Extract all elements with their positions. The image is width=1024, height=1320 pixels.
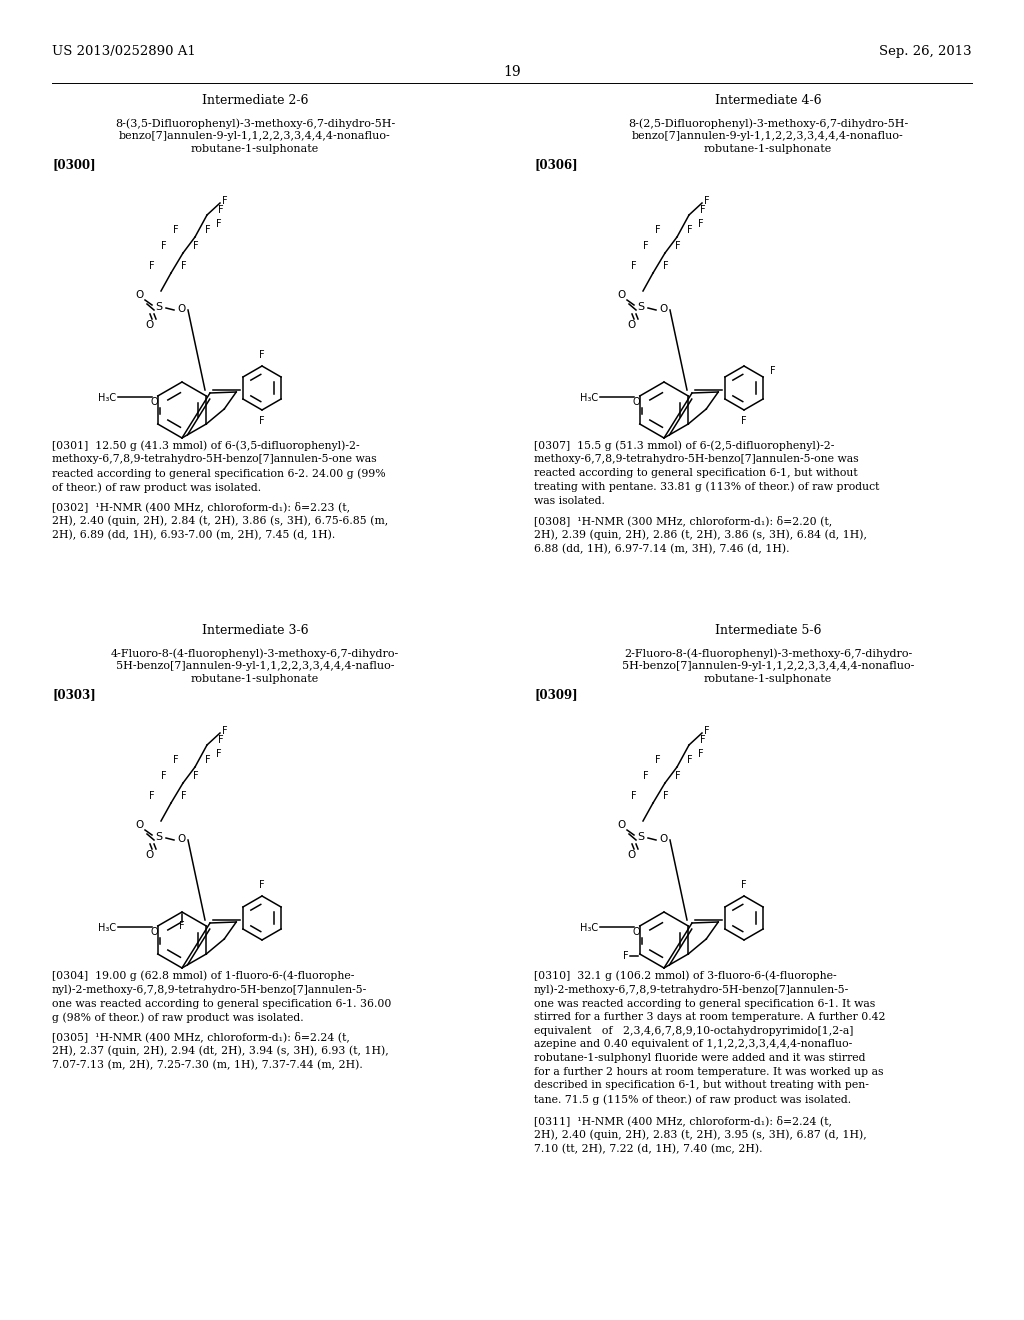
Text: 5H-benzo[7]annulen-9-yl-1,1,2,2,3,3,4,4,4-nafluo-: 5H-benzo[7]annulen-9-yl-1,1,2,2,3,3,4,4,… (116, 661, 394, 671)
Text: H₃C: H₃C (97, 923, 116, 933)
Text: O: O (135, 290, 143, 300)
Text: F: F (770, 367, 775, 376)
Text: F: F (222, 726, 227, 737)
Text: 5H-benzo[7]annulen-9-yl-1,1,2,2,3,3,4,4,4-nonafluo-: 5H-benzo[7]annulen-9-yl-1,1,2,2,3,3,4,4,… (622, 661, 914, 671)
Text: F: F (205, 224, 211, 235)
Text: O: O (658, 304, 667, 314)
Text: F: F (259, 350, 265, 360)
Text: O: O (177, 304, 185, 314)
Text: F: F (675, 771, 681, 781)
Text: F: F (162, 771, 167, 781)
Text: F: F (741, 880, 746, 890)
Text: F: F (655, 755, 662, 766)
Text: F: F (632, 261, 637, 271)
Text: Intermediate 3-6: Intermediate 3-6 (202, 623, 308, 636)
Text: S: S (637, 832, 644, 842)
Text: H₃C: H₃C (97, 393, 116, 403)
Text: 19: 19 (503, 65, 521, 79)
Text: [0300]: [0300] (52, 158, 95, 172)
Text: F: F (216, 748, 221, 759)
Text: F: F (687, 755, 692, 766)
Text: F: F (173, 224, 179, 235)
Text: O: O (627, 319, 635, 330)
Text: S: S (156, 832, 163, 842)
Text: [0305]  ¹H-NMR (400 MHz, chloroform-d₁): δ=2.24 (t,
2H), 2.37 (quin, 2H), 2.94 (: [0305] ¹H-NMR (400 MHz, chloroform-d₁): … (52, 1031, 389, 1071)
Text: F: F (181, 261, 186, 271)
Text: robutane-1-sulphonate: robutane-1-sulphonate (703, 675, 833, 684)
Text: US 2013/0252890 A1: US 2013/0252890 A1 (52, 45, 196, 58)
Text: F: F (698, 748, 703, 759)
Text: F: F (218, 735, 223, 744)
Text: F: F (663, 791, 669, 801)
Text: O: O (135, 820, 143, 830)
Text: F: F (193, 242, 199, 251)
Text: F: F (632, 791, 637, 801)
Text: O: O (616, 820, 625, 830)
Text: O: O (151, 927, 159, 937)
Text: F: F (687, 224, 692, 235)
Text: O: O (144, 319, 154, 330)
Text: F: F (700, 735, 706, 744)
Text: F: F (216, 219, 221, 228)
Text: [0310]  32.1 g (106.2 mmol) of 3-fluoro-6-(4-fluorophe-
nyl)-2-methoxy-6,7,8,9-t: [0310] 32.1 g (106.2 mmol) of 3-fluoro-6… (534, 970, 886, 1105)
Text: [0309]: [0309] (534, 689, 578, 701)
Text: 2-Fluoro-8-(4-fluorophenyl)-3-methoxy-6,7-dihydro-: 2-Fluoro-8-(4-fluorophenyl)-3-methoxy-6,… (624, 648, 912, 659)
Text: benzo[7]annulen-9-yl-1,1,2,2,3,3,4,4,4-nonafluo-: benzo[7]annulen-9-yl-1,1,2,2,3,3,4,4,4-n… (632, 131, 904, 141)
Text: O: O (177, 834, 185, 843)
Text: H₃C: H₃C (580, 923, 598, 933)
Text: F: F (623, 950, 629, 961)
Text: F: F (643, 771, 649, 781)
Text: F: F (705, 726, 710, 737)
Text: benzo[7]annulen-9-yl-1,1,2,2,3,3,4,4,4-nonafluo-: benzo[7]annulen-9-yl-1,1,2,2,3,3,4,4,4-n… (119, 131, 391, 141)
Text: [0308]  ¹H-NMR (300 MHz, chloroform-d₁): δ=2.20 (t,
2H), 2.39 (quin, 2H), 2.86 (: [0308] ¹H-NMR (300 MHz, chloroform-d₁): … (534, 515, 867, 554)
Text: S: S (637, 302, 644, 312)
Text: robutane-1-sulphonate: robutane-1-sulphonate (190, 675, 319, 684)
Text: F: F (700, 205, 706, 215)
Text: [0303]: [0303] (52, 689, 96, 701)
Text: Sep. 26, 2013: Sep. 26, 2013 (880, 45, 972, 58)
Text: O: O (151, 397, 159, 407)
Text: F: F (205, 755, 211, 766)
Text: [0304]  19.00 g (62.8 mmol) of 1-fluoro-6-(4-fluorophe-
nyl)-2-methoxy-6,7,8,9-t: [0304] 19.00 g (62.8 mmol) of 1-fluoro-6… (52, 970, 391, 1023)
Text: F: F (193, 771, 199, 781)
Text: F: F (705, 195, 710, 206)
Text: O: O (658, 834, 667, 843)
Text: F: F (162, 242, 167, 251)
Text: robutane-1-sulphonate: robutane-1-sulphonate (703, 144, 833, 154)
Text: Intermediate 2-6: Intermediate 2-6 (202, 94, 308, 107)
Text: 8-(2,5-Difluorophenyl)-3-methoxy-6,7-dihydro-5H-: 8-(2,5-Difluorophenyl)-3-methoxy-6,7-dih… (628, 117, 908, 128)
Text: S: S (156, 302, 163, 312)
Text: F: F (655, 224, 662, 235)
Text: [0306]: [0306] (534, 158, 578, 172)
Text: Intermediate 4-6: Intermediate 4-6 (715, 94, 821, 107)
Text: 8-(3,5-Difluorophenyl)-3-methoxy-6,7-dihydro-5H-: 8-(3,5-Difluorophenyl)-3-methoxy-6,7-dih… (115, 117, 395, 128)
Text: H₃C: H₃C (580, 393, 598, 403)
Text: [0307]  15.5 g (51.3 mmol) of 6-(2,5-difluorophenyl)-2-
methoxy-6,7,8,9-tetrahyd: [0307] 15.5 g (51.3 mmol) of 6-(2,5-difl… (534, 440, 880, 506)
Text: Intermediate 5-6: Intermediate 5-6 (715, 623, 821, 636)
Text: F: F (698, 219, 703, 228)
Text: F: F (181, 791, 186, 801)
Text: [0301]  12.50 g (41.3 mmol) of 6-(3,5-difluorophenyl)-2-
methoxy-6,7,8,9-tetrahy: [0301] 12.50 g (41.3 mmol) of 6-(3,5-dif… (52, 440, 386, 492)
Text: 4-Fluoro-8-(4-fluorophenyl)-3-methoxy-6,7-dihydro-: 4-Fluoro-8-(4-fluorophenyl)-3-methoxy-6,… (111, 648, 399, 659)
Text: O: O (627, 850, 635, 861)
Text: O: O (633, 397, 641, 407)
Text: F: F (173, 755, 179, 766)
Text: F: F (150, 261, 155, 271)
Text: F: F (675, 242, 681, 251)
Text: [0311]  ¹H-NMR (400 MHz, chloroform-d₁): δ=2.24 (t,
2H), 2.40 (quin, 2H), 2.83 (: [0311] ¹H-NMR (400 MHz, chloroform-d₁): … (534, 1115, 866, 1154)
Text: F: F (218, 205, 223, 215)
Text: [0302]  ¹H-NMR (400 MHz, chloroform-d₁): δ=2.23 (t,
2H), 2.40 (quin, 2H), 2.84 (: [0302] ¹H-NMR (400 MHz, chloroform-d₁): … (52, 502, 388, 540)
Text: F: F (663, 261, 669, 271)
Text: F: F (222, 195, 227, 206)
Text: F: F (259, 416, 265, 426)
Text: F: F (259, 880, 265, 890)
Text: O: O (633, 927, 641, 937)
Text: robutane-1-sulphonate: robutane-1-sulphonate (190, 144, 319, 154)
Text: F: F (150, 791, 155, 801)
Text: O: O (616, 290, 625, 300)
Text: F: F (179, 921, 184, 931)
Text: O: O (144, 850, 154, 861)
Text: F: F (741, 416, 746, 426)
Text: F: F (643, 242, 649, 251)
